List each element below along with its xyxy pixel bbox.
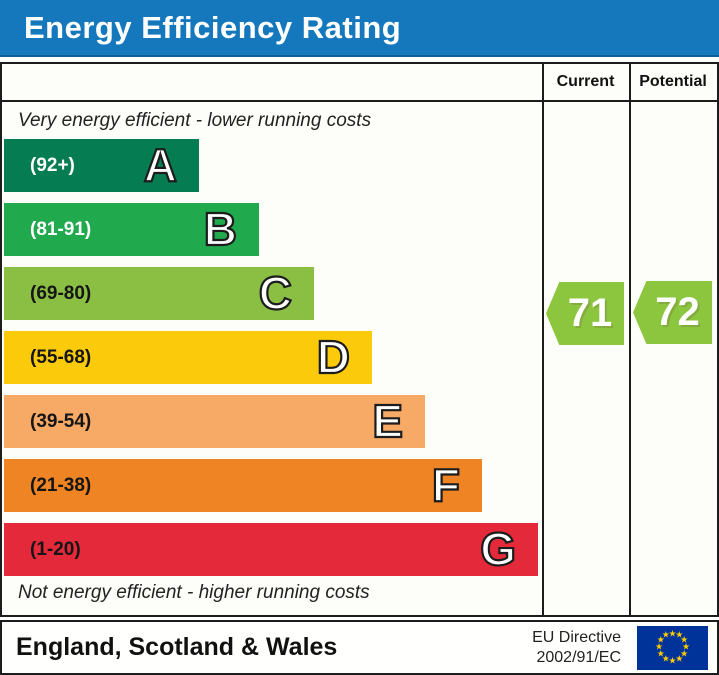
band-bar-g: (1-20) G <box>4 522 538 576</box>
eu-flag-star: ★ <box>681 642 691 653</box>
eu-flag-star: ★ <box>680 635 689 646</box>
band-letter-b: B <box>203 202 238 256</box>
band-range-f: (21-38) <box>30 474 92 496</box>
band-letter-g: G <box>479 522 517 576</box>
eu-flag-star: ★ <box>656 635 665 646</box>
band-bar-d: (55-68) D <box>4 330 372 384</box>
page-title: Energy Efficiency Rating <box>24 9 402 45</box>
eu-flag-star: ★ <box>661 630 670 641</box>
eu-directive-label: EU Directive 2002/91/EC <box>532 628 621 668</box>
column-header-current: Current <box>556 73 615 90</box>
eu-flag-star: ★ <box>668 629 677 639</box>
eu-flag-star: ★ <box>675 630 684 641</box>
title-bar: Energy Efficiency Rating <box>0 0 719 57</box>
band-row-d: (55-68) D <box>4 330 542 384</box>
band-bar-f: (21-38) F <box>4 458 482 512</box>
band-row-c: (69-80) C <box>4 266 542 320</box>
band-row-f: (21-38) F <box>4 458 542 512</box>
eu-flag-icon: ★ ★ ★ ★ ★ ★ ★ ★ ★ ★ ★ ★ <box>637 626 708 670</box>
band-bar-b: (81-91) B <box>4 202 259 256</box>
band-row-a: (92+) A <box>4 138 542 192</box>
band-letter-d: D <box>316 330 351 384</box>
eu-flag-star: ★ <box>661 654 670 665</box>
band-letter-e: E <box>371 394 404 448</box>
band-letter-a: A <box>143 138 178 192</box>
band-row-b: (81-91) B <box>4 202 542 256</box>
band-range-a: (92+) <box>30 154 75 176</box>
band-range-e: (39-54) <box>30 410 92 432</box>
band-range-d: (55-68) <box>30 346 92 368</box>
band-row-e: (39-54) E <box>4 394 542 448</box>
column-divider-current <box>542 64 544 615</box>
eu-flag-star: ★ <box>656 649 665 660</box>
band-range-g: (1-20) <box>30 538 81 560</box>
band-range-c: (69-80) <box>30 282 92 304</box>
eu-flag-star: ★ <box>654 642 664 653</box>
caption-not-efficient: Not energy efficient - higher running co… <box>18 582 370 603</box>
band-letter-c: C <box>258 266 293 320</box>
footer-bar: England, Scotland & Wales EU Directive 2… <box>0 620 719 675</box>
band-letter-f: F <box>431 458 461 512</box>
eu-flag-star: ★ <box>675 654 684 665</box>
current-rating-arrow: 71 <box>546 282 624 345</box>
band-row-g: (1-20) G <box>4 522 542 576</box>
column-divider-potential <box>629 64 631 615</box>
eu-flag-star: ★ <box>668 656 677 666</box>
column-header-potential: Potential <box>639 73 707 90</box>
band-bar-c: (69-80) C <box>4 266 314 320</box>
eu-directive-line2: 2002/91/EC <box>536 649 621 666</box>
potential-rating-value: 72 <box>655 290 700 334</box>
eu-directive-line1: EU Directive <box>532 629 621 646</box>
potential-rating-arrow: 72 <box>633 281 712 344</box>
band-range-b: (81-91) <box>30 218 92 240</box>
band-bar-e: (39-54) E <box>4 394 425 448</box>
current-rating-value: 71 <box>567 291 613 335</box>
region-label: England, Scotland & Wales <box>16 633 338 661</box>
band-bar-a: (92+) A <box>4 138 199 192</box>
eu-flag-star: ★ <box>680 649 689 660</box>
column-header-row: Current Potential <box>2 64 717 102</box>
caption-very-efficient: Very energy efficient - lower running co… <box>18 110 372 131</box>
